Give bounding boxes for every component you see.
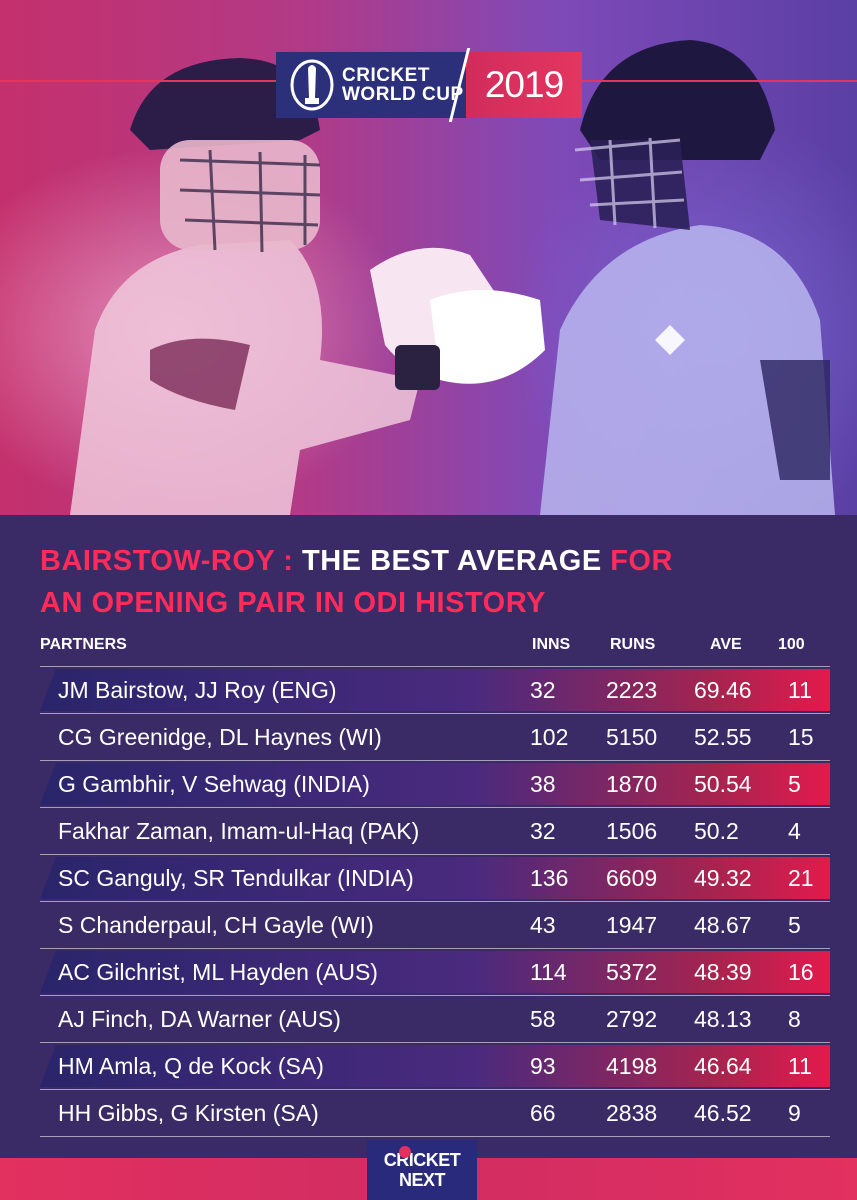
trophy-icon [290, 59, 334, 111]
cell-hundreds: 16 [788, 959, 814, 985]
cell-partners: SC Ganguly, SR Tendulkar (INDIA) [58, 865, 414, 891]
cell-hundreds: 21 [788, 865, 814, 891]
cell-inns: 136 [530, 865, 569, 891]
cricketnext-logo: CRICKET NEXT [367, 1140, 477, 1200]
logo-divider-right [582, 80, 857, 82]
cell-partners: AJ Finch, DA Warner (AUS) [58, 1006, 341, 1032]
cell-runs: 5372 [606, 959, 658, 985]
row-highlight [40, 669, 830, 711]
page-title: BAIRSTOW-ROY : THE BEST AVERAGE FOR AN O… [40, 540, 830, 624]
title-line-1: BAIRSTOW-ROY : THE BEST AVERAGE FOR [40, 540, 830, 582]
cell-hundreds: 4 [788, 818, 801, 844]
header-hundreds: 100 [778, 636, 805, 653]
cell-runs: 1506 [606, 818, 658, 844]
world-cup-logo: CRICKET WORLD CUP 2019 [276, 48, 582, 122]
cell-ave: 46.64 [694, 1053, 752, 1079]
table-row: HH Gibbs, G Kirsten (SA) 66 2838 46.52 9 [40, 1090, 830, 1137]
cell-ave: 48.67 [694, 912, 752, 938]
cell-runs: 1947 [606, 912, 658, 938]
cell-ave: 69.46 [694, 677, 752, 703]
table-header: PARTNERS INNS RUNS AVE 100 [40, 630, 830, 666]
cell-inns: 38 [530, 771, 556, 797]
logo-divider-left [0, 80, 276, 82]
table-row: S Chanderpaul, CH Gayle (WI) 43 1947 48.… [40, 902, 830, 949]
cell-inns: 43 [530, 912, 556, 938]
row-highlight [40, 857, 830, 899]
cell-hundreds: 15 [788, 724, 814, 750]
cell-inns: 114 [530, 959, 567, 985]
logo-line-2: WORLD CUP [342, 84, 464, 105]
cell-ave: 48.39 [694, 959, 752, 985]
partnership-table: PARTNERS INNS RUNS AVE 100 JM Bairstow, … [40, 630, 830, 1137]
cell-hundreds: 9 [788, 1100, 801, 1126]
cell-partners: HH Gibbs, G Kirsten (SA) [58, 1100, 319, 1126]
cell-hundreds: 11 [788, 677, 812, 703]
table-row: AC Gilchrist, ML Hayden (AUS) 114 5372 4… [40, 949, 830, 996]
cell-partners: AC Gilchrist, ML Hayden (AUS) [58, 959, 378, 985]
cell-hundreds: 5 [788, 912, 801, 938]
row-highlight [40, 763, 830, 805]
brand-line-2: NEXT [398, 1170, 446, 1190]
cell-runs: 5150 [606, 724, 658, 750]
cell-inns: 93 [530, 1053, 556, 1079]
cell-partners: Fakhar Zaman, Imam-ul-Haq (PAK) [58, 818, 420, 844]
cell-hundreds: 8 [788, 1006, 801, 1032]
cell-ave: 50.54 [694, 771, 752, 797]
cell-inns: 102 [530, 724, 569, 750]
cell-ave: 46.52 [694, 1100, 752, 1126]
cell-runs: 6609 [606, 865, 658, 891]
cell-inns: 66 [530, 1100, 556, 1126]
table-row: HM Amla, Q de Kock (SA) 93 4198 46.64 11 [40, 1043, 830, 1090]
cell-runs: 2838 [606, 1100, 658, 1126]
cell-partners: HM Amla, Q de Kock (SA) [58, 1053, 324, 1079]
cell-ave: 48.13 [694, 1006, 752, 1032]
cell-inns: 32 [530, 818, 556, 844]
cell-hundreds: 11 [788, 1053, 812, 1079]
table-row: JM Bairstow, JJ Roy (ENG) 32 2223 69.46 … [40, 666, 830, 714]
table-row: G Gambhir, V Sehwag (INDIA) 38 1870 50.5… [40, 761, 830, 808]
cell-partners: G Gambhir, V Sehwag (INDIA) [58, 771, 370, 797]
cell-ave: 52.55 [694, 724, 752, 750]
brand-line-1: CRICKET [383, 1150, 461, 1170]
cell-runs: 2792 [606, 1006, 658, 1032]
table-row: CG Greenidge, DL Haynes (WI) 102 5150 52… [40, 714, 830, 761]
logo-year: 2019 [484, 64, 564, 105]
header-inns: INNS [532, 636, 571, 653]
players-handshake-illustration [70, 40, 835, 515]
title-part-1: BAIRSTOW-ROY : [40, 545, 303, 577]
cell-hundreds: 5 [788, 771, 801, 797]
table-row: SC Ganguly, SR Tendulkar (INDIA) 136 660… [40, 855, 830, 902]
header-partners: PARTNERS [40, 636, 127, 653]
title-line-2: AN OPENING PAIR IN ODI HISTORY [40, 587, 546, 619]
header-ave: AVE [710, 636, 742, 653]
table-row: AJ Finch, DA Warner (AUS) 58 2792 48.13 … [40, 996, 830, 1043]
cricket-ball-icon [399, 1146, 411, 1158]
cell-partners: CG Greenidge, DL Haynes (WI) [58, 724, 382, 750]
logo-line-1: CRICKET [342, 65, 430, 86]
cell-ave: 50.2 [694, 818, 739, 844]
cell-partners: JM Bairstow, JJ Roy (ENG) [58, 677, 337, 703]
row-highlight [40, 951, 830, 993]
title-part-2: THE BEST AVERAGE [302, 545, 611, 577]
cell-inns: 32 [530, 677, 556, 703]
cell-inns: 58 [530, 1006, 556, 1032]
cell-partners: S Chanderpaul, CH Gayle (WI) [58, 912, 374, 938]
cell-runs: 4198 [606, 1053, 658, 1079]
hero-photo: CRICKET WORLD CUP 2019 [0, 0, 857, 515]
cell-runs: 2223 [606, 677, 658, 703]
row-highlight [40, 1045, 830, 1087]
title-part-3: FOR [610, 545, 673, 577]
table-row: Fakhar Zaman, Imam-ul-Haq (PAK) 32 1506 … [40, 808, 830, 855]
cell-ave: 49.32 [694, 865, 752, 891]
header-runs: RUNS [610, 636, 656, 653]
cell-runs: 1870 [606, 771, 658, 797]
